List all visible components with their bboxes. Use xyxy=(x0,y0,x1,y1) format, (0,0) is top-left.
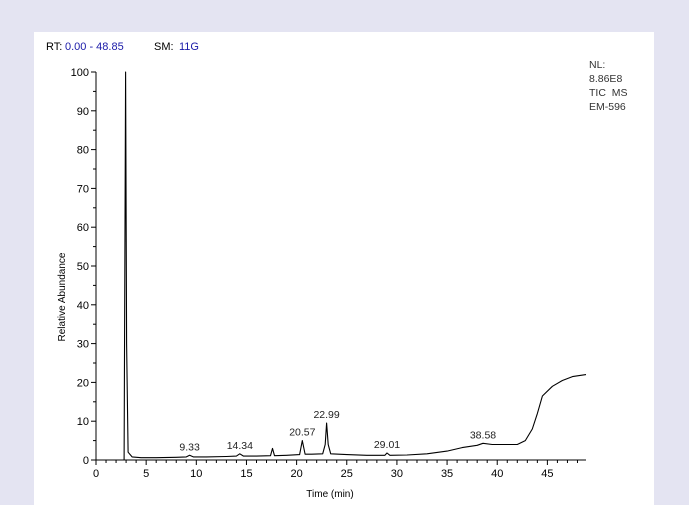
y-tick-label: 20 xyxy=(77,377,89,389)
nl-value: 8.86E8 xyxy=(589,73,622,85)
x-tick-label: 20 xyxy=(290,468,302,480)
peak-label: 20.57 xyxy=(289,427,315,439)
x-tick-label: 25 xyxy=(341,468,353,480)
axes: 0 10 20 30 40 50 60 70 80 90 100 0 5 10 15 20 25 30 35 40 45 xyxy=(71,67,586,480)
trace-group xyxy=(96,71,587,461)
x-tick-label: 35 xyxy=(441,468,453,480)
y-tick-label: 50 xyxy=(77,261,89,273)
x-tick-label: 45 xyxy=(541,468,553,480)
y-tick-label: 40 xyxy=(77,300,89,312)
sm-label: SM: xyxy=(154,41,174,53)
y-tick-label: 30 xyxy=(77,339,89,351)
peak-labels: 9.33 14.34 20.57 22.99 29.01 38.58 xyxy=(179,409,496,453)
nl-label: NL: xyxy=(589,59,605,71)
sample-name: EM-596 xyxy=(589,101,626,113)
x-tick-label: 30 xyxy=(391,468,403,480)
chromatogram-chart: RT: 0.00 - 48.85 SM: 11G NL: 8.86E8 TIC … xyxy=(46,41,628,500)
y-tick-label: 60 xyxy=(77,222,89,234)
peak-label: 38.58 xyxy=(470,429,496,441)
rt-range: 0.00 - 48.85 xyxy=(65,41,124,53)
x-tick-label: 10 xyxy=(190,468,202,480)
peak-label: 29.01 xyxy=(374,439,400,451)
sm-value: 11G xyxy=(179,41,199,53)
peak-label: 22.99 xyxy=(313,409,339,421)
peak-label: 9.33 xyxy=(179,441,200,453)
x-tick-label: 0 xyxy=(93,468,99,480)
y-tick-label: 0 xyxy=(83,455,89,467)
tic-trace-line xyxy=(96,71,587,461)
y-axis-label: Relative Abundance xyxy=(57,252,68,341)
y-tick-label: 90 xyxy=(77,106,89,118)
peak-label: 14.34 xyxy=(227,440,253,452)
x-axis-label: Time (min) xyxy=(306,489,353,500)
rt-label: RT: xyxy=(46,41,62,53)
trace-label: TIC MS xyxy=(589,87,628,99)
x-tick-label: 5 xyxy=(143,468,149,480)
y-tick-label: 100 xyxy=(71,67,89,79)
y-tick-label: 70 xyxy=(77,183,89,195)
x-tick-label: 15 xyxy=(240,468,252,480)
x-tick-label: 40 xyxy=(491,468,503,480)
y-tick-label: 80 xyxy=(77,145,89,157)
y-tick-label: 10 xyxy=(77,416,89,428)
chromatogram-panel: RT: 0.00 - 48.85 SM: 11G NL: 8.86E8 TIC … xyxy=(34,32,654,505)
